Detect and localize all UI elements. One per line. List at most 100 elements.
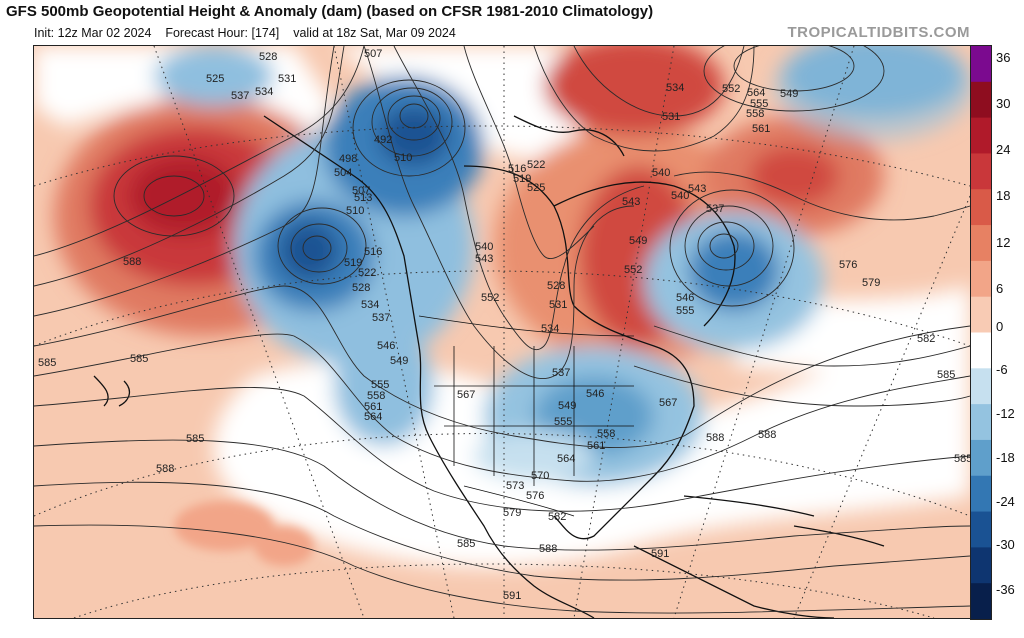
borders	[418, 315, 635, 517]
colorbar-swatches	[971, 46, 991, 620]
contour-label: 591	[503, 590, 521, 602]
contour-label: 585	[38, 357, 56, 369]
contour-label: 507	[364, 48, 382, 60]
contour-label: 543	[622, 196, 640, 208]
contour-label: 555	[554, 416, 572, 428]
contour-label: 519	[513, 173, 531, 185]
contour-label: 525	[527, 182, 545, 194]
colorbar-label: -36	[996, 582, 1015, 597]
contour-label: 543	[475, 253, 493, 265]
colorbar-swatch	[971, 46, 991, 83]
contour-label: 585	[457, 538, 475, 550]
contour-label: 552	[481, 292, 499, 304]
contour-label: 561	[587, 440, 605, 452]
anomaly-shading	[34, 46, 970, 568]
contour-label: 525	[206, 73, 224, 85]
contour-label: 558	[746, 108, 764, 120]
contour-label: 510	[394, 152, 412, 164]
contour-label: 537	[372, 312, 390, 324]
contour-label: 498	[339, 153, 357, 165]
contour-label: 540	[652, 167, 670, 179]
lat-lon-grid	[34, 46, 970, 618]
contour-label: 576	[526, 490, 544, 502]
forecast-hour: Forecast Hour: [174]	[165, 26, 280, 40]
contour-label: 531	[278, 73, 296, 85]
colorbar-swatch	[971, 296, 991, 334]
contour-label: 540	[475, 241, 493, 253]
contour-label: 561	[364, 401, 382, 413]
contour-label: 564	[747, 87, 765, 99]
contour-label: 585	[130, 353, 148, 365]
contour-label: 516	[508, 163, 526, 175]
contour-label: 528	[259, 51, 277, 63]
colorbar-swatch	[971, 260, 991, 298]
colorbar-swatch	[971, 583, 991, 620]
contour-label: 582	[548, 511, 566, 523]
contour-label: 588	[539, 543, 557, 555]
colorbar-swatch	[971, 81, 991, 119]
anomaly-map: 507 492 498 504 510 510 513 507 516 519 522 528 534 5…	[33, 45, 971, 619]
contour-label: 549	[558, 400, 576, 412]
init-time: Init: 12z Mar 02 2024	[34, 26, 152, 40]
contour-label: 588	[123, 256, 141, 268]
contour-label: 546	[377, 340, 395, 352]
colorbar-label: 24	[996, 142, 1011, 157]
colorbar-swatch	[971, 511, 991, 548]
colorbar-label: 12	[996, 235, 1011, 250]
contour-label: 555	[371, 379, 389, 391]
contour-label: 549	[629, 235, 647, 247]
contour-label: 558	[597, 428, 615, 440]
contour-label: 567	[659, 397, 677, 409]
contour-label: 531	[549, 299, 567, 311]
contour-label: 513	[354, 192, 372, 204]
colorbar-label: 18	[996, 188, 1011, 203]
anomaly-colorbar	[970, 45, 992, 620]
contour-label: 576	[839, 259, 857, 271]
contour-label: 585	[954, 453, 970, 465]
contour-label: 534	[666, 82, 684, 94]
colorbar-label: -12	[996, 406, 1015, 421]
colorbar-label: 36	[996, 50, 1011, 65]
contour-label: 528	[547, 280, 565, 292]
colorbar-swatch	[971, 153, 991, 190]
contour-label: 555	[750, 98, 768, 110]
contour-label: 558	[367, 390, 385, 402]
contour-label: 534	[541, 323, 559, 335]
contour-label: 564	[557, 453, 575, 465]
contour-label: 588	[758, 429, 776, 441]
contour-label: 579	[862, 277, 880, 289]
contour-label: 585	[937, 369, 955, 381]
colorbar-swatch	[971, 547, 991, 584]
contour-label: 534	[361, 299, 379, 311]
contour-label: 573	[506, 480, 524, 492]
contour-label: 534	[255, 86, 273, 98]
contour-label: 492	[374, 134, 392, 146]
valid-time: valid at 18z Sat, Mar 09 2024	[293, 26, 456, 40]
contour-label: 582	[917, 333, 935, 345]
contour-label: 537	[552, 367, 570, 379]
colorbar-swatch	[971, 225, 991, 262]
map-title: GFS 500mb Geopotential Height & Anomaly …	[6, 3, 654, 20]
contour-label: 537	[706, 203, 724, 215]
colorbar-swatch	[971, 189, 991, 226]
contour-label: 510	[346, 205, 364, 217]
coastlines	[93, 115, 885, 618]
contour-label: 504	[334, 167, 352, 179]
contour-label: 546	[586, 388, 604, 400]
contour-label: 552	[624, 264, 642, 276]
contour-label: 591	[651, 548, 669, 560]
contour-label: 507	[352, 185, 370, 197]
contour-label: 549	[780, 88, 798, 100]
contour-label: 567	[457, 389, 475, 401]
contour-label: 519	[344, 257, 362, 269]
colorbar-label: 30	[996, 96, 1011, 111]
colorbar-swatch	[971, 368, 991, 405]
colorbar-swatch	[971, 332, 991, 369]
map-canvas: 5074924985045105105135075165195225285345…	[34, 46, 970, 618]
contour-label: 552	[722, 83, 740, 95]
contour-label: 528	[352, 282, 370, 294]
contour-label: 522	[527, 159, 545, 171]
contour-labels: 5074924985045105105135075165195225285345…	[38, 48, 970, 602]
contour-label: 531	[662, 111, 680, 123]
contour-label: 588	[156, 463, 174, 475]
